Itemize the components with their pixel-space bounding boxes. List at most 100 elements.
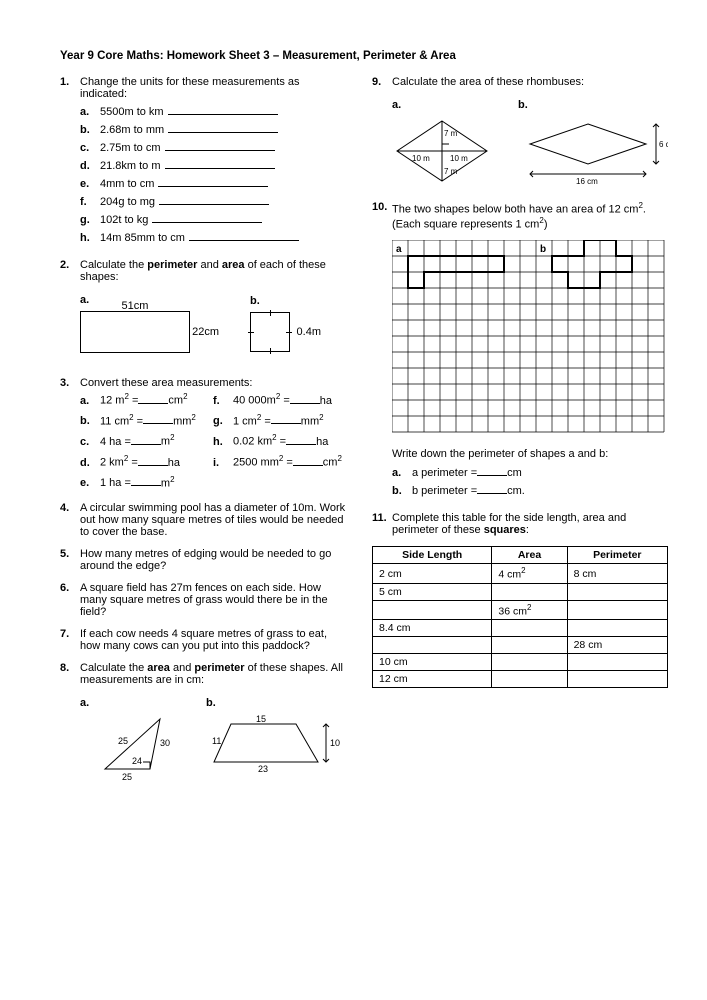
rhombus-b: 6 cm 16 cm — [518, 116, 668, 188]
answer-blank[interactable] — [158, 177, 268, 187]
answer-blank[interactable] — [286, 435, 316, 445]
table-row: 36 cm2 — [373, 600, 668, 620]
svg-text:10: 10 — [330, 738, 340, 748]
table-header: Area — [492, 547, 567, 564]
grid-shapes: ab — [392, 240, 668, 438]
table-row: 28 cm — [373, 637, 668, 654]
q9a: a. 7 m 10 m 10 m 7 m — [392, 94, 502, 191]
q1-item: h.14m 85mm to cm — [80, 231, 346, 244]
svg-text:15: 15 — [256, 714, 266, 724]
table-cell: 5 cm — [373, 583, 492, 600]
table-header: Perimeter — [567, 547, 667, 564]
answer-blank[interactable] — [165, 141, 275, 151]
table-cell — [492, 654, 567, 671]
answer-blank[interactable] — [138, 394, 168, 404]
svg-text:7 m: 7 m — [444, 129, 458, 138]
q10: 10. The two shapes below both have an ar… — [372, 201, 668, 502]
left-column: 1. Change the units for these measuremen… — [60, 76, 346, 794]
rect-height-label: 22cm — [192, 326, 219, 338]
answer-blank[interactable] — [131, 476, 161, 486]
svg-text:7 m: 7 m — [444, 167, 458, 176]
table-cell — [567, 620, 667, 637]
svg-text:a: a — [396, 244, 402, 255]
columns: 1. Change the units for these measuremen… — [60, 76, 647, 794]
squares-table: Side LengthAreaPerimeter2 cm4 cm28 cm5 c… — [372, 546, 668, 688]
q3-item: f.40 000m2 = ha — [213, 392, 346, 407]
q3-item: d.2 km2 = ha — [80, 454, 213, 469]
table-row: 12 cm — [373, 671, 668, 688]
q1-item: g.102t to kg — [80, 213, 346, 226]
q1-item: b.2.68m to mm — [80, 123, 346, 136]
table-cell — [567, 671, 667, 688]
answer-blank[interactable] — [138, 456, 168, 466]
answer-blank[interactable] — [131, 435, 161, 445]
qnum: 10. — [372, 201, 392, 502]
svg-text:24: 24 — [132, 756, 142, 766]
q1-item: c.2.75m to cm — [80, 141, 346, 154]
q3: 3. Convert these area measurements: a.12… — [60, 377, 346, 492]
answer-blank[interactable] — [159, 195, 269, 205]
trapezium-shape: 15 11 23 10 — [206, 714, 346, 774]
table-row: 10 cm — [373, 654, 668, 671]
table-cell — [492, 620, 567, 637]
table-row: 5 cm — [373, 583, 668, 600]
table-cell: 28 cm — [567, 637, 667, 654]
svg-text:23: 23 — [258, 764, 268, 774]
svg-text:10 m: 10 m — [412, 154, 430, 163]
table-cell — [567, 654, 667, 671]
q3-item: g.1 cm2 = mm2 — [213, 413, 346, 428]
q10-after: Write down the perimeter of shapes a and… — [392, 448, 668, 460]
svg-text:25: 25 — [118, 736, 128, 746]
q3-item: c.4 ha = m2 — [80, 433, 213, 448]
q1-item: e.4mm to cm — [80, 177, 346, 190]
q9-prompt: Calculate the area of these rhombuses: — [392, 76, 668, 88]
q7: 7.If each cow needs 4 square metres of g… — [60, 628, 346, 652]
answer-blank[interactable] — [152, 213, 262, 223]
q5: 5.How many metres of edging would be nee… — [60, 548, 346, 572]
q3-item: e.1 ha = m2 — [80, 475, 213, 490]
q1: 1. Change the units for these measuremen… — [60, 76, 346, 249]
table-cell — [492, 637, 567, 654]
qnum: 2. — [60, 259, 80, 367]
table-cell: 4 cm2 — [492, 564, 567, 584]
q8: 8. Calculate the area and perimeter of t… — [60, 662, 346, 784]
q10-prompt: The two shapes below both have an area o… — [392, 201, 668, 230]
q2-prompt: Calculate the perimeter and area of each… — [80, 259, 346, 283]
table-cell — [373, 600, 492, 620]
table-cell: 2 cm — [373, 564, 492, 584]
qnum: 9. — [372, 76, 392, 191]
svg-text:6 cm: 6 cm — [659, 140, 668, 149]
svg-text:16 cm: 16 cm — [576, 177, 598, 186]
q9: 9. Calculate the area of these rhombuses… — [372, 76, 668, 191]
q2b: b. — [250, 295, 270, 307]
q9b: b. 6 cm 16 cm — [518, 94, 668, 188]
svg-text:30: 30 — [160, 738, 170, 748]
table-row: 2 cm4 cm28 cm — [373, 564, 668, 584]
svg-text:25: 25 — [122, 772, 132, 782]
qnum: 8. — [60, 662, 80, 784]
answer-blank[interactable] — [168, 123, 278, 133]
q8a: a. 25 30 25 24 — [80, 692, 190, 784]
answer-blank[interactable] — [271, 414, 301, 424]
svg-text:10 m: 10 m — [450, 154, 468, 163]
table-cell — [492, 583, 567, 600]
qnum: 11. — [372, 512, 392, 536]
q1-item: d.21.8km to m — [80, 159, 346, 172]
q1-item: f.204g to mg — [80, 195, 346, 208]
answer-blank[interactable] — [189, 231, 299, 241]
q2: 2. Calculate the perimeter and area of e… — [60, 259, 346, 367]
q1-prompt: Change the units for these measurements … — [80, 76, 346, 100]
answer-blank[interactable] — [165, 159, 275, 169]
answer-blank[interactable] — [168, 105, 278, 115]
q1-item: a.5500m to km — [80, 105, 346, 118]
table-cell: 36 cm2 — [492, 600, 567, 620]
rectangle: 51cm 22cm — [80, 311, 190, 353]
answer-blank[interactable] — [293, 456, 323, 466]
square: 0.4m — [250, 312, 290, 352]
right-column: 9. Calculate the area of these rhombuses… — [372, 76, 668, 794]
qnum: 1. — [60, 76, 80, 249]
answer-blank[interactable] — [143, 414, 173, 424]
table-cell — [567, 583, 667, 600]
square-label: 0.4m — [297, 326, 321, 338]
answer-blank[interactable] — [290, 394, 320, 404]
